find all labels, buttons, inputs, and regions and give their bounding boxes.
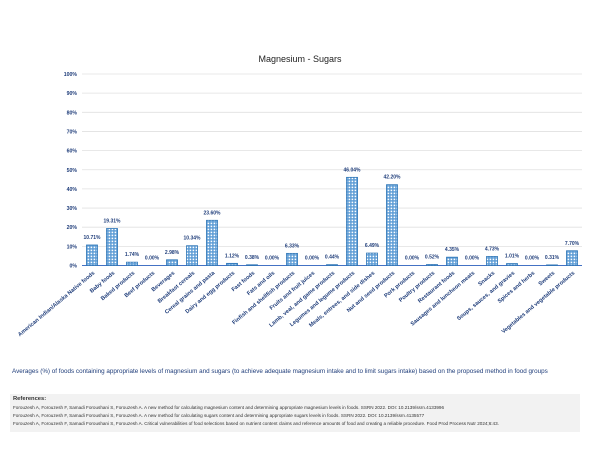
- data-label: 46.04%: [344, 167, 362, 173]
- data-label: 19.31%: [104, 219, 122, 225]
- reference-item: Forouzesh A, Forouzesh F, Samadi Foroush…: [13, 413, 425, 418]
- bar: [386, 184, 398, 266]
- data-label: 7.70%: [565, 241, 580, 247]
- data-label: 4.35%: [445, 247, 460, 253]
- bar-chart: Magnesium - Sugars 0% 10% 20% 30% 40% 50% 60% 7…: [17, 54, 582, 338]
- bar: [166, 259, 178, 266]
- bar: [226, 262, 238, 266]
- y-tick-label: 40%: [67, 187, 78, 193]
- data-label: 0.00%: [525, 256, 540, 262]
- y-tick-label: 0%: [70, 264, 78, 270]
- bar: [506, 263, 518, 266]
- data-label: 1.12%: [225, 253, 240, 259]
- data-label: 0.00%: [305, 256, 320, 262]
- data-label: 6.33%: [285, 243, 300, 249]
- data-label: 2.98%: [165, 250, 180, 256]
- bar: [206, 219, 218, 266]
- data-label: 0.52%: [425, 255, 440, 261]
- bar: [126, 261, 138, 266]
- references-box: References: Forouzesh A, Forouzesh F, Sa…: [10, 394, 580, 432]
- data-label: 10.71%: [84, 235, 102, 241]
- y-tick-label: 50%: [67, 168, 78, 174]
- bar: [326, 264, 338, 266]
- references-heading: References:: [13, 396, 47, 402]
- data-label: 4.73%: [485, 246, 500, 252]
- y-tick-label: 30%: [67, 206, 78, 212]
- data-label: 0.00%: [465, 256, 480, 262]
- data-label: 0.31%: [545, 255, 560, 261]
- data-label: 0.00%: [405, 256, 420, 262]
- data-label: 42.20%: [384, 175, 402, 181]
- bar: [366, 252, 378, 266]
- x-tick-label: Sweets: [538, 270, 557, 287]
- data-label: 0.00%: [145, 256, 160, 262]
- y-tick-label: 100%: [64, 72, 78, 78]
- bar: [246, 264, 258, 266]
- x-tick-label: American Indian/Alaska Native foods: [17, 270, 96, 338]
- bar: [186, 245, 198, 266]
- bar: [446, 256, 458, 266]
- x-tick-label: Vegetables and vegetable products: [501, 270, 577, 335]
- y-tick-label: 80%: [67, 110, 78, 116]
- y-tick-label: 60%: [67, 149, 78, 155]
- data-label: 6.49%: [365, 243, 380, 249]
- data-label: 0.44%: [325, 255, 340, 261]
- bar: [286, 252, 298, 266]
- figure-caption: Averages (%) of foods containing appropr…: [12, 368, 548, 375]
- x-tick-label: Snacks: [477, 270, 496, 287]
- bar: [546, 264, 558, 266]
- y-tick-label: 70%: [67, 129, 78, 135]
- chart-title: Magnesium - Sugars: [258, 54, 342, 64]
- bar: [86, 244, 98, 266]
- reference-item: Forouzesh A, Forouzesh F, Samadi Foroush…: [13, 405, 445, 410]
- data-label: 10.34%: [184, 236, 202, 242]
- x-tick-label: Spices and herbs: [497, 270, 536, 304]
- bar: [346, 176, 358, 266]
- reference-item: Forouzesh A, Forouzesh F, Samadi Foroush…: [13, 421, 499, 426]
- bar: [486, 256, 498, 266]
- bar: [426, 264, 438, 266]
- data-label: 1.01%: [505, 254, 520, 260]
- data-label: 23.60%: [204, 210, 222, 216]
- bar: [566, 250, 578, 266]
- data-label: 0.38%: [245, 255, 260, 261]
- y-tick-label: 10%: [67, 244, 78, 250]
- data-label: 0.00%: [265, 256, 280, 262]
- y-tick-label: 90%: [67, 91, 78, 97]
- data-label: 1.74%: [125, 252, 140, 258]
- bar: [106, 228, 118, 266]
- y-tick-label: 20%: [67, 225, 78, 231]
